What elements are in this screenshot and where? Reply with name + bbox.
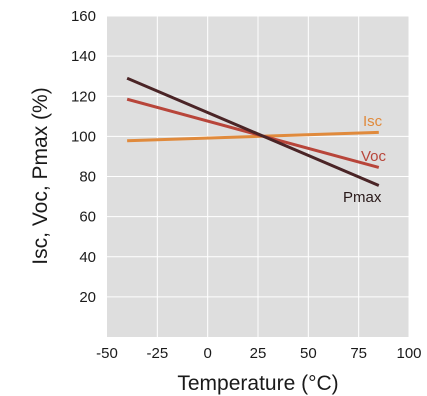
y-tick-label: 160 [71, 8, 96, 25]
y-tick-label: 80 [79, 169, 96, 186]
y-tick-label: 60 [79, 209, 96, 226]
series-label-voc: Voc [361, 148, 387, 165]
x-tick-label: 25 [250, 345, 267, 362]
series-line-isc [127, 130, 379, 143]
series-labels: Isc Voc Pmax [343, 113, 387, 206]
x-tick-label: 75 [350, 345, 367, 362]
x-tick-label: 0 [203, 345, 211, 362]
y-axis-title: Isc, Voc, Pmax (%) [29, 87, 52, 264]
series-label-pmax: Pmax [343, 189, 382, 206]
y-tick-label: 120 [71, 88, 96, 105]
series-label-isc: Isc [363, 113, 383, 130]
x-tick-label: 100 [396, 345, 421, 362]
y-tick-label: 140 [71, 48, 96, 65]
y-tick-label: 100 [71, 128, 96, 145]
y-tick-label: 40 [79, 249, 96, 266]
x-tick-label: -25 [146, 345, 168, 362]
x-axis-title: Temperature (°C) [177, 372, 338, 395]
series-lines [126, 76, 380, 187]
x-tick-label: 50 [300, 345, 317, 362]
y-tick-label: 20 [79, 289, 96, 306]
x-tick-labels: -50 -25 0 25 50 75 100 [96, 345, 421, 362]
series-line-pmax [126, 76, 380, 187]
x-tick-label: -50 [96, 345, 118, 362]
y-tick-labels: 20 40 60 80 100 120 140 160 [71, 8, 96, 306]
